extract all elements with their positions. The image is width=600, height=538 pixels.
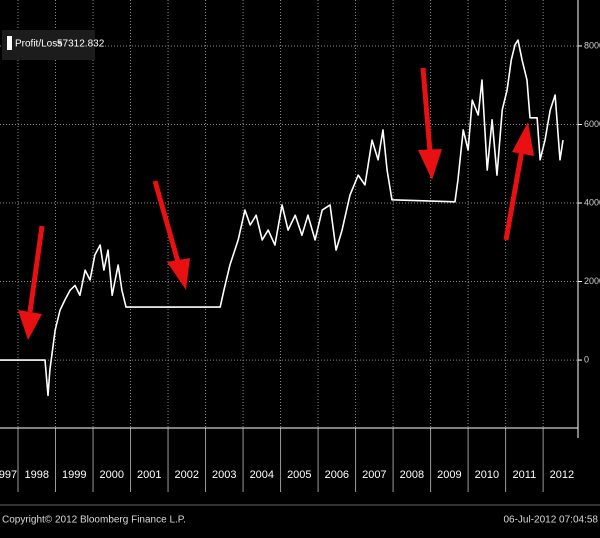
arrow-head xyxy=(512,122,534,156)
y-tick-label: 60000 xyxy=(584,119,600,129)
line-series xyxy=(0,39,564,397)
x-tick-label: 1998 xyxy=(25,469,49,481)
x-tick-label: 1999 xyxy=(62,469,86,481)
y-tick-label: 20000 xyxy=(584,276,600,286)
x-tick-label: 2002 xyxy=(175,469,199,481)
arrow xyxy=(27,225,45,313)
arrow-head xyxy=(18,310,42,340)
x-tick-label: 2001 xyxy=(137,469,161,481)
x-tick-label: 2007 xyxy=(362,469,386,481)
legend-label: Profit/Loss xyxy=(15,39,62,50)
y-tick-label: 80000 xyxy=(584,40,600,50)
timestamp: 06-Jul-2012 07:04:58 xyxy=(503,515,598,526)
legend-value: 57312.832 xyxy=(57,39,105,50)
x-tick-label: 2004 xyxy=(250,469,274,481)
arrow xyxy=(503,149,525,241)
annotation-arrows xyxy=(18,67,534,340)
x-tick-label: 2008 xyxy=(400,469,424,481)
copyright: Copyright© 2012 Bloomberg Finance L.P. xyxy=(2,515,186,526)
plot-area: 0 20000 40000 60000 80000 1997 1998 1999 2000 200… xyxy=(0,0,600,506)
x-tick-label: 2010 xyxy=(475,469,499,481)
arrow xyxy=(152,180,181,263)
x-tick-label: 2009 xyxy=(437,469,461,481)
y-tick-label: 40000 xyxy=(584,197,600,207)
arrow xyxy=(420,67,433,153)
arrow-head xyxy=(418,149,442,180)
x-tick-label: 2012 xyxy=(550,469,574,481)
legend-swatch xyxy=(7,36,12,50)
legend-box xyxy=(2,30,95,60)
x-tick-label: 2006 xyxy=(325,469,349,481)
x-tick-label: 2000 xyxy=(100,469,124,481)
x-tick-label: 2011 xyxy=(513,469,537,481)
x-tick-label: 2005 xyxy=(287,469,311,481)
x-tick-label: 2003 xyxy=(212,469,236,481)
legend: Profit/Loss 57312.832 xyxy=(2,30,105,60)
arrow-head xyxy=(167,258,190,290)
x-tick-label: 1997 xyxy=(0,469,17,481)
y-tick-label: 0 xyxy=(584,354,589,364)
